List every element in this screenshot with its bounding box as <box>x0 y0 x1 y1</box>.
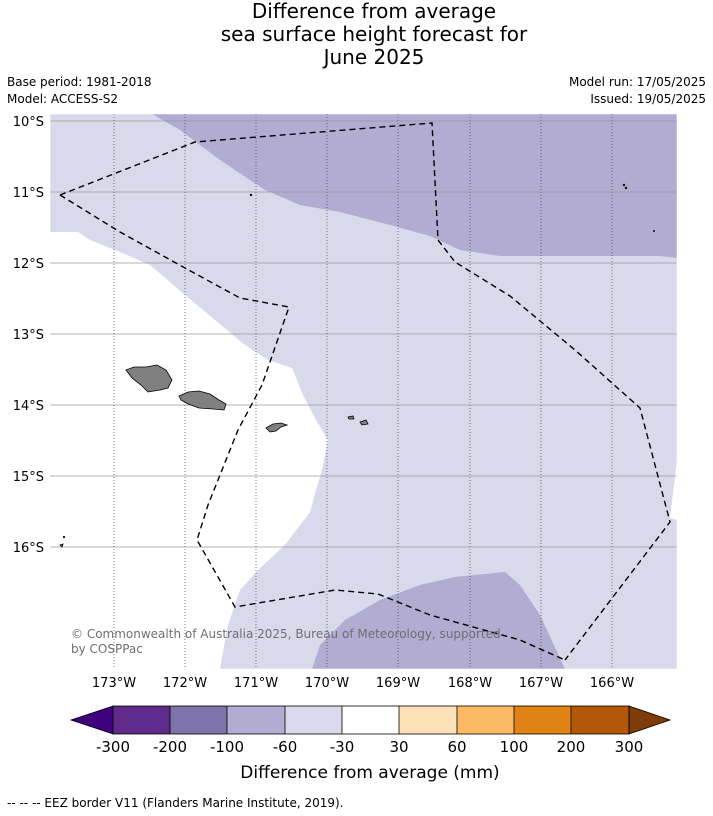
eez-border-tokelau-upper <box>59 122 671 661</box>
issued-date: Issued: 19/05/2025 <box>590 92 706 106</box>
colorbar-dividers <box>169 706 572 734</box>
island-swains <box>249 193 253 197</box>
island-tokelau-2 <box>624 186 628 190</box>
map-frame <box>49 113 678 670</box>
map-title: Difference from average sea surface heig… <box>0 0 713 69</box>
lat-label-14s: 14°S <box>13 399 44 414</box>
copyright-notice: © Commonwealth of Australia 2025, Bureau… <box>71 627 501 656</box>
colorbar-tick-300: 300 <box>615 738 644 756</box>
lat-label-10s: 10°S <box>13 115 44 130</box>
model-name: Model: ACCESS-S2 <box>7 92 119 106</box>
colorbar-extend-high <box>628 705 672 735</box>
colorbar-tick-minus200: -200 <box>153 738 187 756</box>
latitude-labels: 10°S 11°S 12°S 13°S 14°S 15°S 16°S <box>13 115 44 556</box>
land-islands <box>59 183 656 548</box>
map-area <box>50 114 677 669</box>
island-savaii <box>125 364 173 393</box>
colorbar-tick-200: 200 <box>557 738 586 756</box>
title-line-2: sea surface height forecast for <box>220 22 528 46</box>
island-manua-1 <box>347 415 355 420</box>
lon-label-170w: 170°W <box>305 676 349 691</box>
base-period: Base period: 1981-2018 <box>7 75 152 89</box>
island-tokelau-1 <box>622 183 626 187</box>
colorbar-tick-30: 30 <box>389 738 408 756</box>
colorbar-label: Difference from average (mm) <box>240 763 499 783</box>
longitude-gridlines <box>113 114 613 669</box>
eez-borders <box>59 122 671 661</box>
title-line-3: June 2025 <box>323 45 425 69</box>
copyright-line-2: by COSPPac <box>71 642 143 656</box>
colorbar-tick-60: 60 <box>447 738 466 756</box>
title-line-1: Difference from average <box>251 0 497 23</box>
model-run: Model run: 17/05/2025 <box>568 75 706 89</box>
colorbar-segment-6 <box>399 706 457 734</box>
colorbar-segment-5 <box>342 706 399 734</box>
lat-label-15s: 15°S <box>13 470 44 485</box>
anomaly-edge-sliver <box>670 460 677 520</box>
lon-label-172w: 172°W <box>163 676 207 691</box>
lon-label-173w: 173°W <box>92 676 136 691</box>
island-tokelau-3 <box>653 229 656 232</box>
lon-label-168w: 168°W <box>448 676 492 691</box>
colorbar: -300 -200 -100 -60 -30 30 60 100 200 300… <box>69 705 672 783</box>
lon-label-171w: 171°W <box>234 676 278 691</box>
lon-label-166w: 166°W <box>590 676 634 691</box>
colorbar-tick-minus30: -30 <box>330 738 355 756</box>
anomaly-band-minus100-to-minus60-north <box>152 114 677 258</box>
colorbar-tick-minus300: -300 <box>96 738 130 756</box>
colorbar-extend-low <box>69 705 114 735</box>
copyright-line-1: © Commonwealth of Australia 2025, Bureau… <box>71 627 501 641</box>
colorbar-segment-2 <box>170 706 227 734</box>
lon-label-167w: 167°W <box>519 676 563 691</box>
island-tutuila <box>265 422 289 433</box>
colorbar-ticks: -300 -200 -100 -60 -30 30 60 100 200 300 <box>96 738 643 756</box>
meta-right: Model run: 17/05/2025 Issued: 19/05/2025 <box>569 74 706 108</box>
lat-label-13s: 13°S <box>13 328 44 343</box>
colorbar-tick-100: 100 <box>500 738 529 756</box>
anomaly-band-minus100-to-minus60-south <box>312 572 565 669</box>
lat-label-16s: 16°S <box>13 541 44 556</box>
longitude-labels: 173°W 172°W 171°W 170°W 169°W 168°W 167°… <box>92 676 634 691</box>
island-wallis <box>59 543 64 548</box>
colorbar-segment-1 <box>113 706 170 734</box>
lat-label-12s: 12°S <box>13 257 44 272</box>
eez-border-samoa <box>59 194 566 661</box>
colorbar-segment-3 <box>227 706 285 734</box>
meta-left: Base period: 1981-2018 Model: ACCESS-S2 <box>7 74 152 108</box>
lat-label-11s: 11°S <box>13 186 44 201</box>
colorbar-segment-7 <box>457 706 514 734</box>
anomaly-band-minus30-to-30 <box>50 232 328 669</box>
island-wallis-2 <box>62 535 66 539</box>
colorbar-segment-9 <box>571 706 629 734</box>
colorbar-segment-8 <box>514 706 571 734</box>
latitude-gridlines <box>50 120 677 548</box>
colorbar-tick-minus60: -60 <box>273 738 298 756</box>
island-manua-2 <box>359 419 369 426</box>
island-upolu <box>178 390 227 411</box>
eez-footnote: -- -- -- EEZ border V11 (Flanders Marine… <box>7 796 344 810</box>
lon-label-169w: 169°W <box>376 676 420 691</box>
colorbar-tick-minus100: -100 <box>210 738 244 756</box>
colorbar-segment-4 <box>285 706 342 734</box>
colorbar-frame <box>112 705 630 735</box>
